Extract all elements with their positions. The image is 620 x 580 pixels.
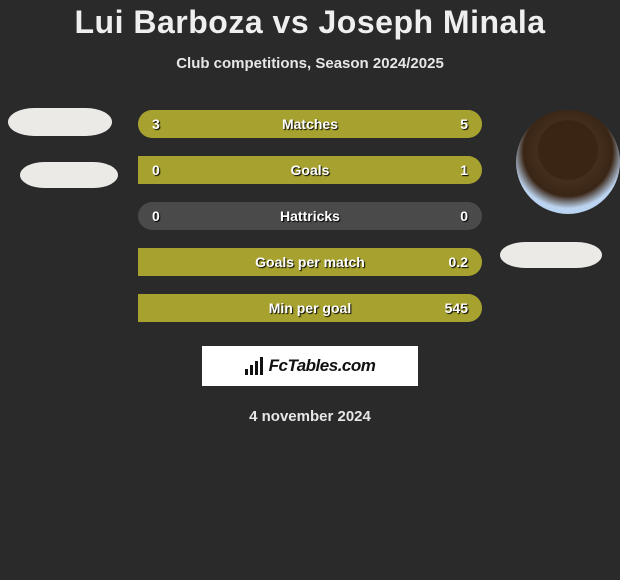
stat-value-right: 0.2 bbox=[418, 254, 468, 270]
player1-flag-ellipse bbox=[20, 162, 118, 188]
date-text: 4 november 2024 bbox=[0, 408, 620, 425]
stat-value-left: 3 bbox=[152, 116, 202, 132]
stat-label: Goals bbox=[202, 162, 418, 178]
player2-avatar bbox=[516, 110, 620, 214]
stat-value-left: 0 bbox=[152, 162, 202, 178]
comparison-card: Lui Barboza vs Joseph Minala Club compet… bbox=[0, 0, 620, 425]
player1-avatar-ellipse bbox=[8, 108, 112, 136]
page-title: Lui Barboza vs Joseph Minala bbox=[0, 4, 620, 41]
player1-name: Lui Barboza bbox=[75, 4, 264, 40]
subtitle: Club competitions, Season 2024/2025 bbox=[0, 55, 620, 72]
stat-row: 0Goals1 bbox=[138, 156, 482, 184]
stat-value-right: 545 bbox=[418, 300, 468, 316]
stat-bars: 3Matches50Goals10Hattricks0Goals per mat… bbox=[138, 110, 482, 322]
stat-row: 0Hattricks0 bbox=[138, 202, 482, 230]
stat-value-right: 0 bbox=[418, 208, 468, 224]
stat-row: 3Matches5 bbox=[138, 110, 482, 138]
stat-row: Min per goal545 bbox=[138, 294, 482, 322]
logo-text: FcTables.com bbox=[269, 356, 376, 376]
logo-bars-icon bbox=[245, 357, 263, 375]
stat-label: Hattricks bbox=[202, 208, 418, 224]
player2-flag-ellipse bbox=[500, 242, 602, 268]
stat-label: Min per goal bbox=[202, 300, 418, 316]
logo-band[interactable]: FcTables.com bbox=[202, 346, 418, 386]
stat-label: Goals per match bbox=[202, 254, 418, 270]
stat-value-right: 1 bbox=[418, 162, 468, 178]
vs-text: vs bbox=[273, 4, 310, 40]
stats-area: 3Matches50Goals10Hattricks0Goals per mat… bbox=[0, 110, 620, 322]
stat-value-right: 5 bbox=[418, 116, 468, 132]
stat-value-left: 0 bbox=[152, 208, 202, 224]
player2-name: Joseph Minala bbox=[319, 4, 546, 40]
stat-label: Matches bbox=[202, 116, 418, 132]
stat-row: Goals per match0.2 bbox=[138, 248, 482, 276]
